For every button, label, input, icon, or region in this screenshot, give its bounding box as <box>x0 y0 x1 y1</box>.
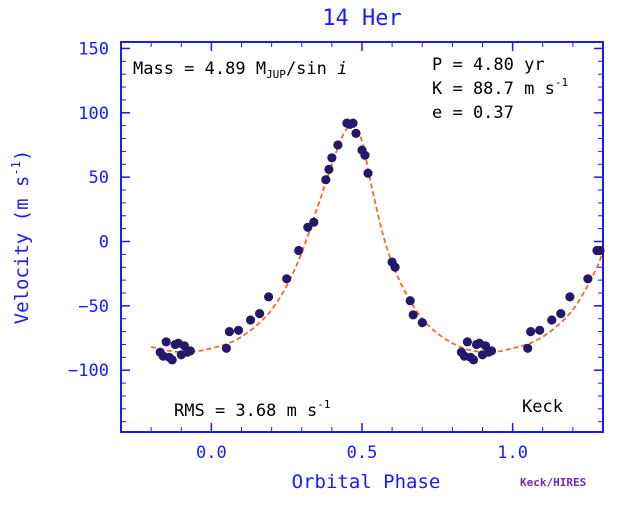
velocity-points <box>155 118 605 365</box>
y-axis-ticks: −100 −50 0 50 100 150 <box>68 39 603 423</box>
data-point <box>282 274 292 284</box>
mass-tail: /sin <box>286 59 337 79</box>
data-point <box>595 245 605 256</box>
x-axis-label: Orbital Phase <box>292 471 441 493</box>
x-tick-label: 0.0 <box>196 443 227 463</box>
y-axis-label: Velocity (m s-1) <box>9 150 33 325</box>
y-tick-label: 50 <box>89 168 109 188</box>
amplitude-annotation: K = 88.7 m s-1 <box>432 76 568 99</box>
y-axis-label-main: Velocity (m s <box>11 176 33 325</box>
data-point <box>255 309 265 319</box>
chart-title: 14 Her <box>322 6 401 31</box>
data-point <box>233 325 244 335</box>
data-point <box>167 355 177 365</box>
eccentricity-annotation: e = 0.37 <box>432 103 514 123</box>
amplitude-sup: -1 <box>555 76 568 89</box>
data-point <box>535 325 545 335</box>
data-point <box>468 355 479 365</box>
mass-sub: JUP <box>266 68 286 81</box>
rms-text: RMS = 3.68 m s <box>174 401 317 421</box>
y-tick-label: −100 <box>68 361 109 381</box>
data-point <box>390 262 400 272</box>
data-point <box>303 222 313 232</box>
data-point <box>360 150 370 160</box>
data-point <box>417 318 427 328</box>
data-point <box>333 140 343 150</box>
data-point <box>185 346 195 356</box>
data-point <box>363 168 373 178</box>
y-axis-label-sup: -1 <box>9 161 23 175</box>
data-point <box>547 315 557 325</box>
data-point <box>245 315 256 325</box>
instrument-credit: Keck/HIRES <box>520 476 586 489</box>
mass-annotation: Mass = 4.89 MJUP/sin i <box>133 59 347 81</box>
data-point <box>224 327 234 337</box>
data-point <box>462 337 472 347</box>
x-tick-label: 1.0 <box>497 443 528 463</box>
data-point <box>408 310 418 320</box>
data-point <box>321 175 331 185</box>
plot-frame <box>120 41 604 433</box>
orbit-fit-curve <box>150 124 604 354</box>
data-point <box>526 327 536 337</box>
x-tick-label: 0.5 <box>347 443 378 463</box>
data-point <box>264 292 274 302</box>
data-point <box>565 292 575 302</box>
data-point <box>309 217 319 227</box>
period-annotation: P = 4.80 yr <box>432 55 545 75</box>
data-point <box>556 309 566 319</box>
data-point <box>327 153 337 163</box>
data-point <box>324 164 334 174</box>
data-point <box>221 343 231 353</box>
data-point <box>486 346 497 356</box>
data-point <box>523 343 533 353</box>
data-point <box>294 245 304 256</box>
y-tick-label: −50 <box>78 297 109 317</box>
data-point <box>351 128 361 138</box>
mass-text: Mass = 4.89 M <box>133 59 266 79</box>
y-axis-label-close: ) <box>11 150 33 161</box>
telescope-label: Keck <box>522 397 563 417</box>
y-tick-label: 0 <box>99 233 109 253</box>
data-point <box>161 337 171 347</box>
data-point <box>405 296 415 306</box>
amplitude-text: K = 88.7 m s <box>432 79 555 99</box>
rms-annotation: RMS = 3.68 m s-1 <box>174 398 331 421</box>
x-axis-ticks: 0.0 0.5 1.0 <box>150 42 604 463</box>
data-point <box>348 118 358 128</box>
mass-i: i <box>337 59 347 79</box>
y-tick-label: 100 <box>78 104 109 124</box>
data-point <box>583 274 593 284</box>
y-tick-label: 150 <box>78 39 109 59</box>
rms-sup: -1 <box>317 398 330 411</box>
